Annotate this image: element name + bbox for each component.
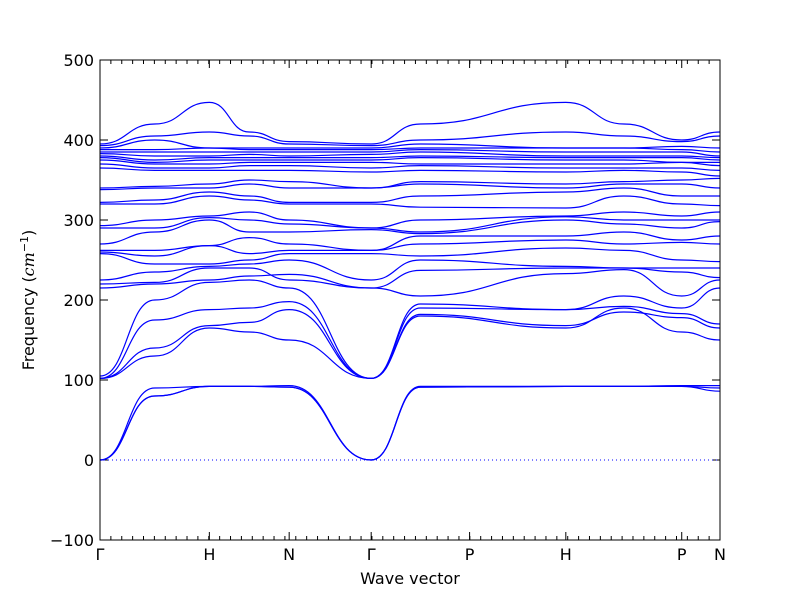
x-tick-label: Γ [96, 545, 105, 564]
phonon-band [99, 187, 720, 204]
x-tick-label: P [465, 545, 475, 564]
y-axis-label-unit: cm [19, 252, 38, 276]
phonon-band [99, 101, 721, 145]
phonon-band [99, 159, 721, 167]
y-tick-labels: −100 0 100 200 300 400 500 [50, 51, 94, 550]
x-tick-label: Γ [367, 545, 376, 564]
phonon-band [99, 308, 721, 380]
phonon-band [99, 131, 721, 147]
y-tick-label: −100 [50, 531, 94, 550]
phonon-band [99, 385, 721, 461]
y-tick-label: 0 [84, 451, 94, 470]
phonon-band [99, 231, 721, 252]
tick-layer [99, 59, 721, 541]
phonon-band [99, 211, 721, 229]
y-axis-label: Frequency (cm−1) [18, 230, 38, 371]
phonon-band [99, 268, 721, 297]
x-tick-label: N [283, 545, 295, 564]
phonon-band [99, 300, 721, 380]
x-tick-label: H [560, 545, 572, 564]
phonon-band [99, 155, 721, 161]
phonon-band [99, 163, 721, 171]
phonon-band [99, 139, 721, 149]
y-tick-label: 100 [63, 371, 94, 390]
phonon-band [99, 239, 721, 257]
phonon-band [99, 148, 721, 157]
y-axis-label-text: Frequency ( [19, 276, 38, 370]
x-tick-label: H [203, 545, 215, 564]
x-axis-label: Wave vector [360, 569, 460, 588]
phonon-band [99, 156, 720, 164]
phonon-band [99, 259, 720, 281]
phonon-band [99, 384, 720, 461]
phonon-band [99, 167, 721, 177]
phonon-band [100, 195, 721, 209]
x-tick-label: N [714, 545, 726, 564]
y-axis-label-exponent: −1 [18, 236, 31, 252]
x-tick-label: P [677, 545, 687, 564]
phonon-band [99, 279, 721, 380]
plot-frame [99, 59, 721, 541]
y-tick-label: 500 [63, 51, 94, 70]
y-tick-label: 400 [63, 131, 94, 150]
phonon-band [99, 219, 721, 245]
phonon-band [99, 151, 721, 159]
phonon-band [99, 385, 721, 461]
y-tick-label: 300 [63, 211, 94, 230]
phonon-band [99, 247, 721, 265]
y-tick-label: 200 [63, 291, 94, 310]
band-series-layer [99, 101, 721, 461]
phonon-band [99, 177, 721, 189]
y-axis-label-close: ) [19, 230, 38, 236]
